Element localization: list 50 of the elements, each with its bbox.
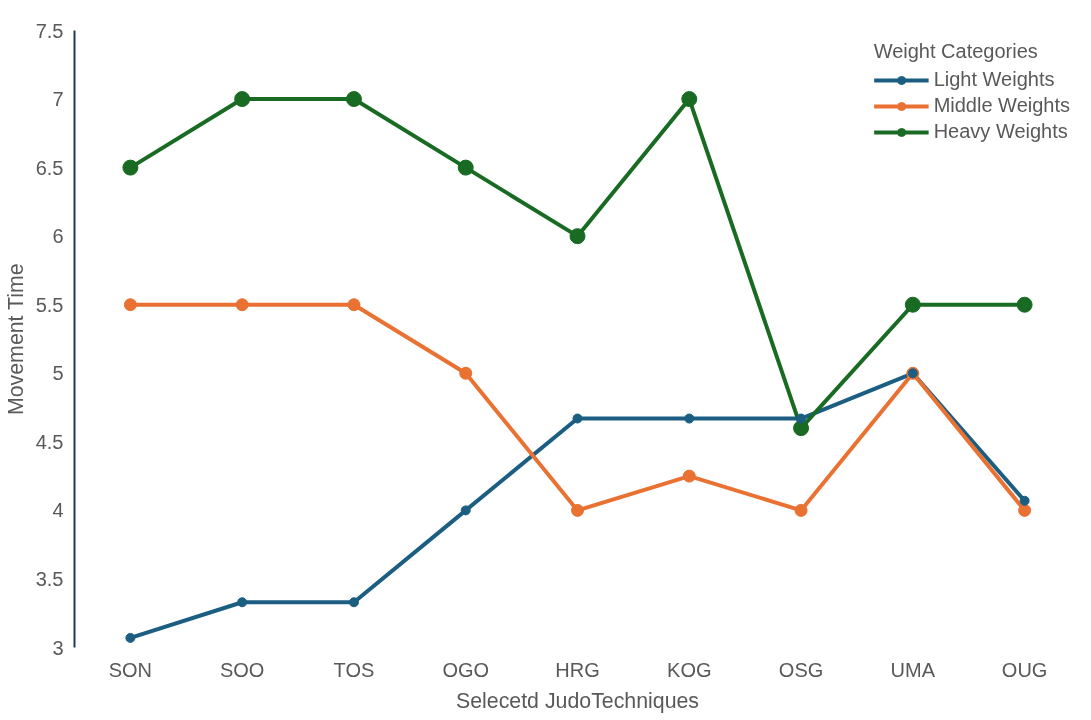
point <box>348 597 359 608</box>
x-tick-label: OGO <box>442 658 490 681</box>
point <box>457 159 474 176</box>
x-tick-label: KOG <box>667 658 712 681</box>
x-axis-title: Selecetd JudoTechniques <box>455 688 700 713</box>
y-tick-label: 3.5 <box>35 567 64 590</box>
point <box>793 420 810 437</box>
legend-label: Light Weights <box>933 68 1055 91</box>
x-tick-label: UMA <box>890 658 936 681</box>
y-tick-label: 6 <box>52 225 64 248</box>
point <box>569 228 586 245</box>
y-tick-label: 5 <box>52 362 64 385</box>
point <box>796 413 807 424</box>
y-tick-label: 6.5 <box>35 156 64 179</box>
point <box>681 91 698 108</box>
point <box>125 632 136 643</box>
x-tick-label: TOS <box>333 658 375 681</box>
point <box>123 298 137 312</box>
legend-label: Heavy Weights <box>933 120 1068 143</box>
point <box>347 298 361 312</box>
point <box>122 159 139 176</box>
legend-label: Middle Weights <box>933 94 1070 117</box>
point <box>1018 503 1032 517</box>
point <box>234 91 251 108</box>
x-tick-label: OUG <box>1001 658 1048 681</box>
point <box>904 296 921 313</box>
point <box>345 91 362 108</box>
y-tick-label: 4 <box>52 499 64 522</box>
y-tick-label: 3 <box>52 636 64 659</box>
legend-title: Weight Categories <box>873 40 1039 63</box>
y-axis-title: Movement Time <box>3 263 28 416</box>
point <box>235 298 249 312</box>
y-tick-label: 4.5 <box>35 430 64 453</box>
point <box>460 505 471 516</box>
point <box>571 503 584 517</box>
point <box>1016 296 1033 313</box>
point <box>794 503 808 517</box>
point <box>684 413 695 424</box>
x-tick-label: OSG <box>778 658 824 681</box>
point <box>682 469 696 483</box>
x-tick-label: HRG <box>555 658 600 681</box>
point <box>572 413 583 424</box>
y-tick-label: 7.5 <box>35 19 64 42</box>
y-tick-label: 7 <box>52 88 64 111</box>
y-tick-label: 5.5 <box>35 293 64 316</box>
point <box>1019 495 1030 506</box>
point <box>459 366 473 380</box>
x-tick-label: SOO <box>219 658 265 681</box>
point <box>237 597 248 608</box>
x-tick-label: SON <box>108 658 153 681</box>
